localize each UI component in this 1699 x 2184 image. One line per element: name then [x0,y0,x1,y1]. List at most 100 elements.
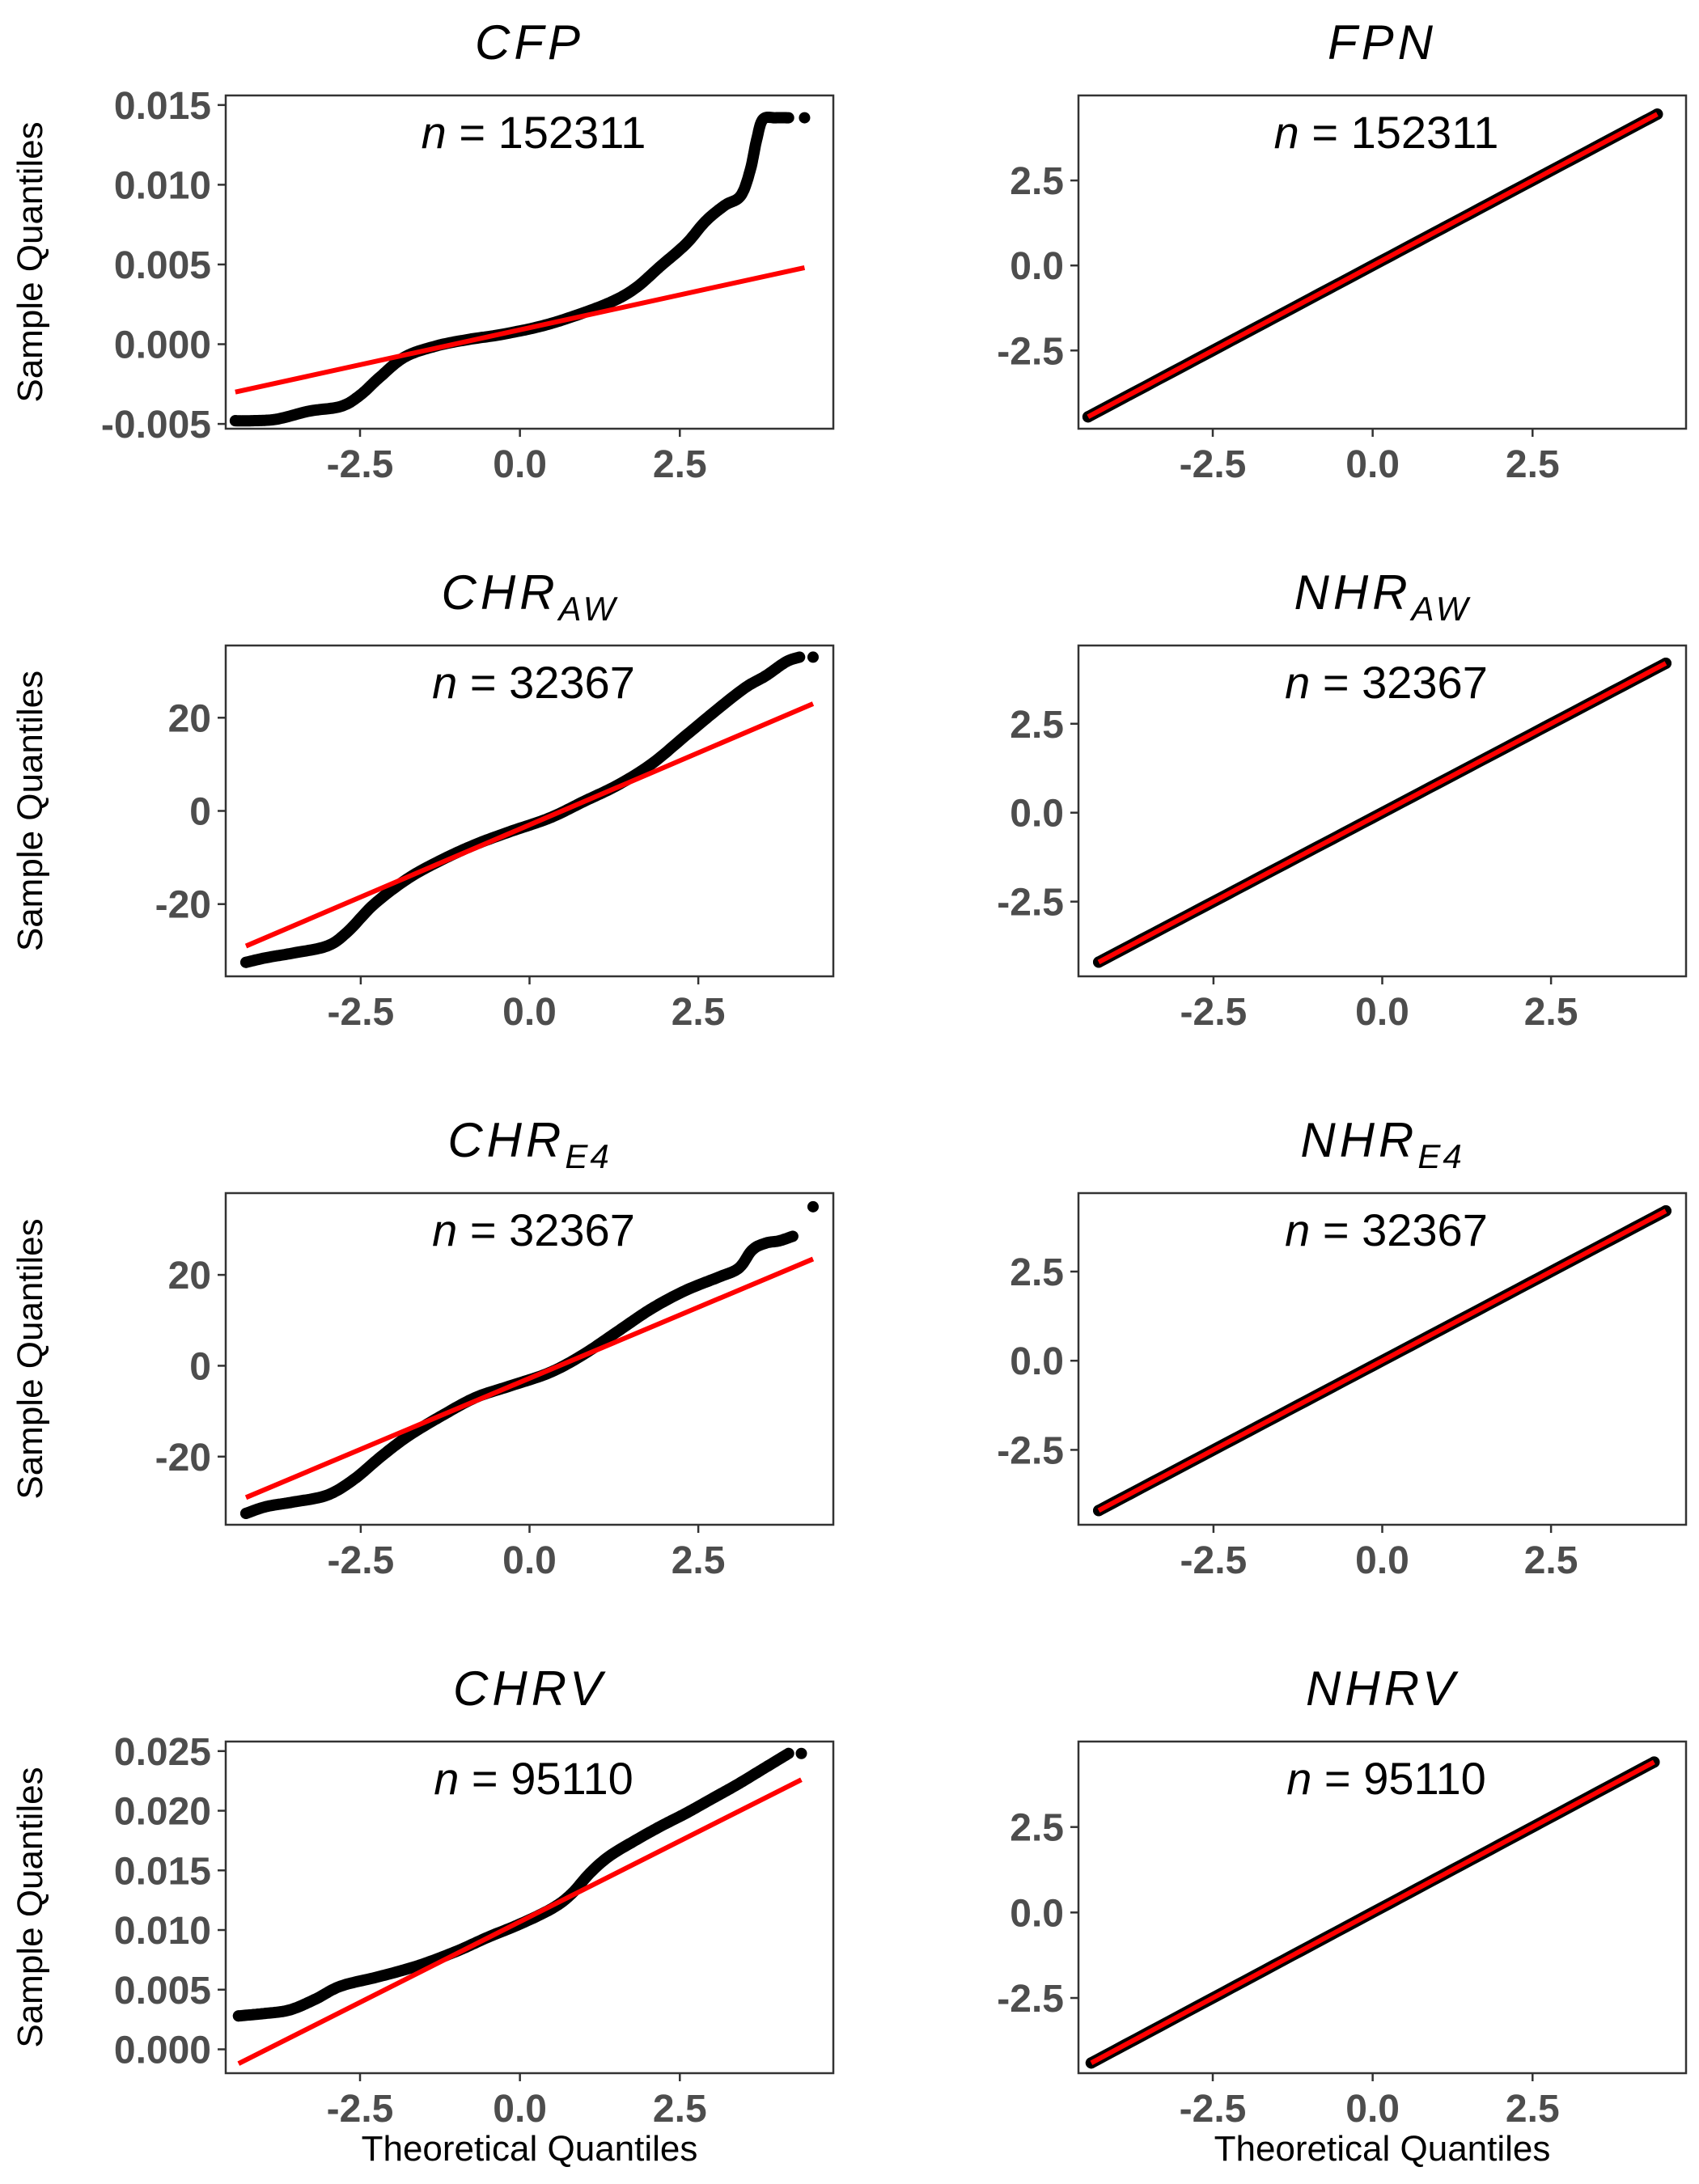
qq-sample-points [232,1747,794,2022]
y-axis-title: Sample Quantiles [11,671,50,951]
x-tick-label: 2.5 [1524,1539,1578,1582]
sample-size-label: n = 32367 [432,1204,635,1255]
y-tick-label: 0.010 [114,164,211,207]
y-tick-label: 0.0 [1010,245,1064,288]
qq-reference-line [1090,1759,1655,2065]
sample-size-value: 95110 [511,1753,633,1804]
y-tick-label: -0.005 [101,404,211,447]
panel-title: CHRV [453,1661,606,1716]
qq-panel-nhraw: NHRAW n = 32367 -2.5 0.0 2.5 -2.5 0.0 2.5 [997,565,1688,1034]
y-tick-label: 0.015 [114,85,211,128]
sample-size-symbol: n [1285,657,1310,708]
y-tick-label: -2.5 [997,330,1064,373]
qq-reference-line [237,1777,803,2066]
sample-size-equals: = [1299,107,1351,158]
x-tick-label: -2.5 [328,1539,395,1582]
panel-title-main: NHR [1294,565,1412,620]
y-tick-label: 20 [168,1255,211,1297]
x-tick-label: -2.5 [327,443,394,486]
y-tick-label: -2.5 [997,882,1064,925]
sample-size-value: 95110 [1363,1753,1486,1804]
plot-frame [224,94,835,430]
plot-frame [1077,1740,1688,2075]
y-tick-label: 0.0 [1010,1340,1064,1383]
sample-size-label: n = 95110 [434,1753,633,1804]
sample-size-equals: = [1311,1753,1363,1804]
y-tick-label: 0.015 [114,1850,211,1893]
x-axis-title: Theoretical Quantiles [1214,2129,1551,2169]
sample-size-value: 32367 [1362,657,1488,708]
x-tick-label: -2.5 [328,991,395,1034]
y-tick-label: 0.0 [1010,1892,1064,1935]
sample-size-equals: = [1310,657,1362,708]
y-tick-label: -2.5 [997,1978,1064,2021]
panel-title-main: NHRV [1306,1661,1459,1716]
x-tick-label: -2.5 [1180,443,1247,486]
y-axis-title: Sample Quantiles [11,1218,50,1499]
panel-title-main: FPN [1328,15,1437,70]
x-tick-label: 2.5 [672,991,726,1034]
panel-title: CHRE4 [447,1113,611,1175]
qq-max-point [799,112,811,124]
qq-max-point [795,1747,807,1759]
qq-min-point [232,2010,244,2022]
qq-reference-line [1097,661,1667,965]
y-tick-label: -2.5 [997,1429,1064,1472]
panel-title: FPN [1328,15,1437,70]
y-tick-label: 0.0 [1010,793,1064,836]
qq-panel-chrv: CHRV n = 95110 -2.5 0.0 2.5 0.000 0.005 0.010 0.… [11,1661,835,2169]
sample-size-label: n = 32367 [1285,1204,1488,1255]
x-tick-label: 0.0 [1345,443,1400,486]
x-tick-label: -2.5 [1180,2088,1247,2131]
x-tick-label: 0.0 [493,443,547,486]
x-tick-label: 2.5 [653,443,707,486]
x-tick-label: 2.5 [1506,2088,1560,2131]
y-tick-label: 2.5 [1010,1251,1064,1294]
y-tick-label: 2.5 [1010,1807,1064,1850]
x-tick-label: 0.0 [493,2088,547,2131]
x-tick-label: 2.5 [653,2088,707,2131]
qq-reference-line [1097,1208,1667,1513]
sample-size-label: n = 32367 [1285,657,1488,708]
sample-size-symbol: n [1285,1204,1310,1255]
sample-size-label: n = 32367 [432,657,635,708]
panel-title-subscript: AW [557,590,618,628]
y-tick-label: 0.010 [114,1910,211,1953]
y-axis-title: Sample Quantiles [11,121,50,402]
sample-size-symbol: n [434,1753,459,1804]
qq-panel-cfp: CFP n = 152311 -2.5 0.0 2.5 -0.005 0.000 0.005 0… [11,15,835,486]
plot-frame [224,1740,835,2075]
y-tick-label: 0.025 [114,1731,211,1774]
x-tick-label: 0.0 [1345,2088,1400,2131]
sample-size-value: 32367 [509,657,635,708]
x-tick-label: -2.5 [1180,991,1248,1034]
plot-frame [1077,94,1688,430]
x-axis-title: Theoretical Quantiles [362,2129,698,2169]
x-tick-label: 2.5 [1506,443,1560,486]
y-axis-title: Sample Quantiles [11,1767,50,2047]
y-tick-label: -20 [155,884,211,927]
qq-panel-fpn: FPN n = 152311 -2.5 0.0 2.5 -2.5 0.0 2.5 [997,15,1688,486]
panel-title-main: CHRV [453,1661,606,1716]
qq-max-point [807,651,819,663]
sample-size-value: 32367 [1362,1204,1488,1255]
sample-size-label: n = 95110 [1286,1753,1486,1804]
sample-size-symbol: n [432,1204,457,1255]
y-tick-label: 20 [168,697,211,740]
panel-title: NHRE4 [1300,1113,1464,1175]
qq-reference-line [235,265,806,395]
panel-title: NHRV [1306,1661,1459,1716]
panel-title-subscript: E4 [1417,1137,1464,1175]
x-tick-label: 2.5 [1524,991,1578,1034]
sample-size-symbol: n [1286,1753,1311,1804]
sample-size-equals: = [457,1204,509,1255]
y-tick-label: 0 [189,791,211,834]
panel-title-subscript: AW [1409,590,1471,628]
qq-reference-line [244,701,815,949]
qq-min-point [240,956,252,968]
qq-max-point [807,1200,819,1213]
x-tick-label: 0.0 [502,1539,557,1582]
panel-title-main: CHR [447,1113,565,1167]
sample-size-equals: = [1310,1204,1362,1255]
